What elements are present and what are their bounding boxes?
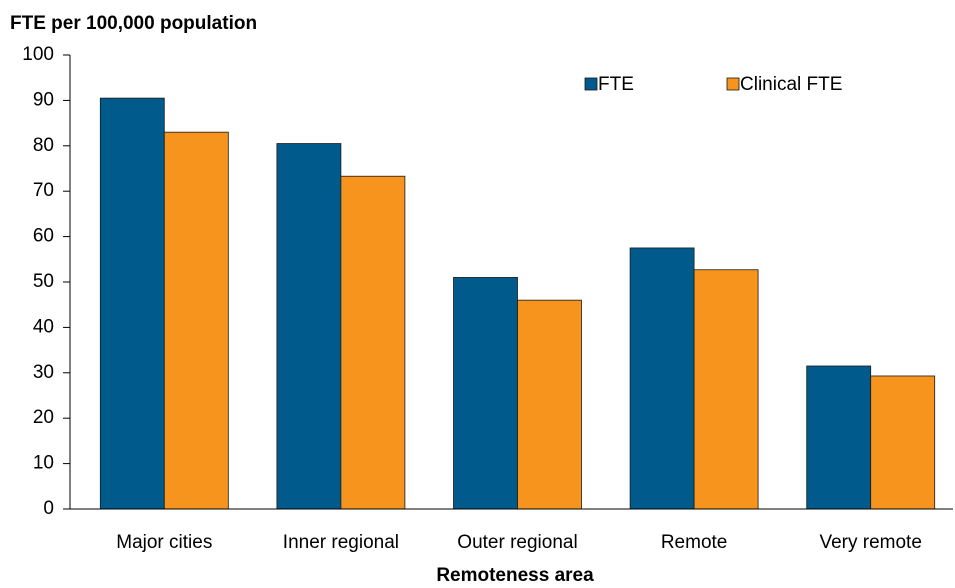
y-tick-label: 20 [33,407,54,428]
y-tick-label: 50 [33,271,54,292]
y-tick-label: 70 [33,180,54,201]
y-tick-label: 30 [33,362,54,383]
chart-title: FTE per 100,000 population [10,13,257,34]
bar [693,269,759,510]
legend-swatch [726,77,740,91]
x-tick-label: Remote [661,532,728,553]
x-tick-label: Outer regional [457,532,577,553]
x-tick-label: Major cities [116,532,212,553]
bar [340,175,406,510]
y-tick-label: 80 [33,135,54,156]
bar [806,365,872,510]
bar [276,143,342,510]
y-tick-label: 10 [33,453,54,474]
x-axis-label: Remoteness area [436,565,594,586]
y-tick-label: 40 [33,316,54,337]
bar [453,277,518,510]
y-tick-label: 100 [22,44,54,65]
bar [517,299,582,510]
bar [870,375,936,510]
legend-label: FTE [598,74,634,95]
legend-label: Clinical FTE [740,74,842,95]
legend-swatch [584,77,598,91]
x-tick-label: Inner regional [283,532,399,553]
bar [163,131,229,510]
x-tick-label: Very remote [819,532,921,553]
bar [99,97,165,510]
y-tick-label: 60 [33,226,54,247]
bar [629,247,695,510]
y-tick-label: 90 [33,89,54,110]
y-tick-label: 0 [43,498,54,519]
